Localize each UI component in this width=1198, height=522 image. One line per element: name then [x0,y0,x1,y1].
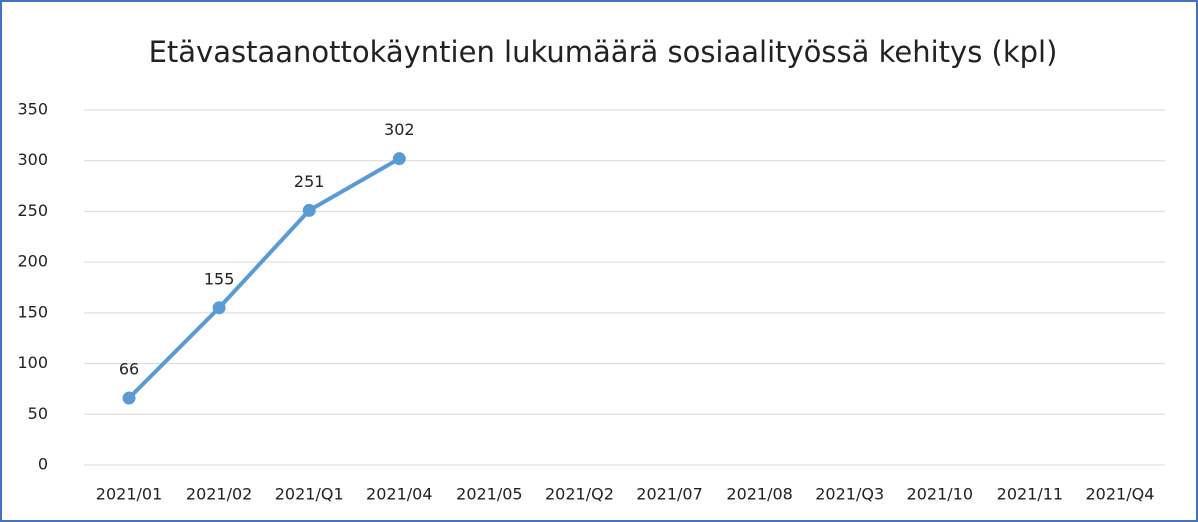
x-tick-label: 2021/04 [366,485,432,504]
y-tick-label: 100 [17,353,48,372]
x-tick-label: 2021/Q2 [545,485,614,504]
y-tick-label: 300 [17,150,48,169]
x-tick-label: 2021/Q1 [275,485,344,504]
data-point [212,301,226,315]
x-tick-label: 2021/10 [907,485,973,504]
data-label: 251 [294,172,325,191]
data-point [122,391,136,405]
chart-title: Etävastaanottokäyntien lukumäärä sosiaal… [149,35,1058,69]
data-point [392,152,406,166]
x-tick-label: 2021/02 [186,485,252,504]
y-tick-label: 50 [28,404,48,423]
x-tick-label: 2021/11 [997,485,1063,504]
x-tick-label: 2021/Q4 [1086,485,1155,504]
y-tick-label: 250 [17,201,48,220]
y-tick-label: 350 [17,100,48,119]
data-point [302,203,316,217]
y-tick-label: 0 [38,455,48,474]
y-tick-label: 150 [17,302,48,321]
x-tick-label: 2021/01 [96,485,162,504]
x-tick-label: 2021/08 [726,485,792,504]
data-label: 66 [119,360,139,379]
data-line [127,156,401,400]
x-tick-label: 2021/05 [456,485,522,504]
data-label: 302 [384,120,415,139]
data-label: 155 [204,269,235,288]
y-tick-label: 200 [17,252,48,271]
x-tick-label: 2021/07 [636,485,702,504]
x-tick-label: 2021/Q3 [815,485,884,504]
